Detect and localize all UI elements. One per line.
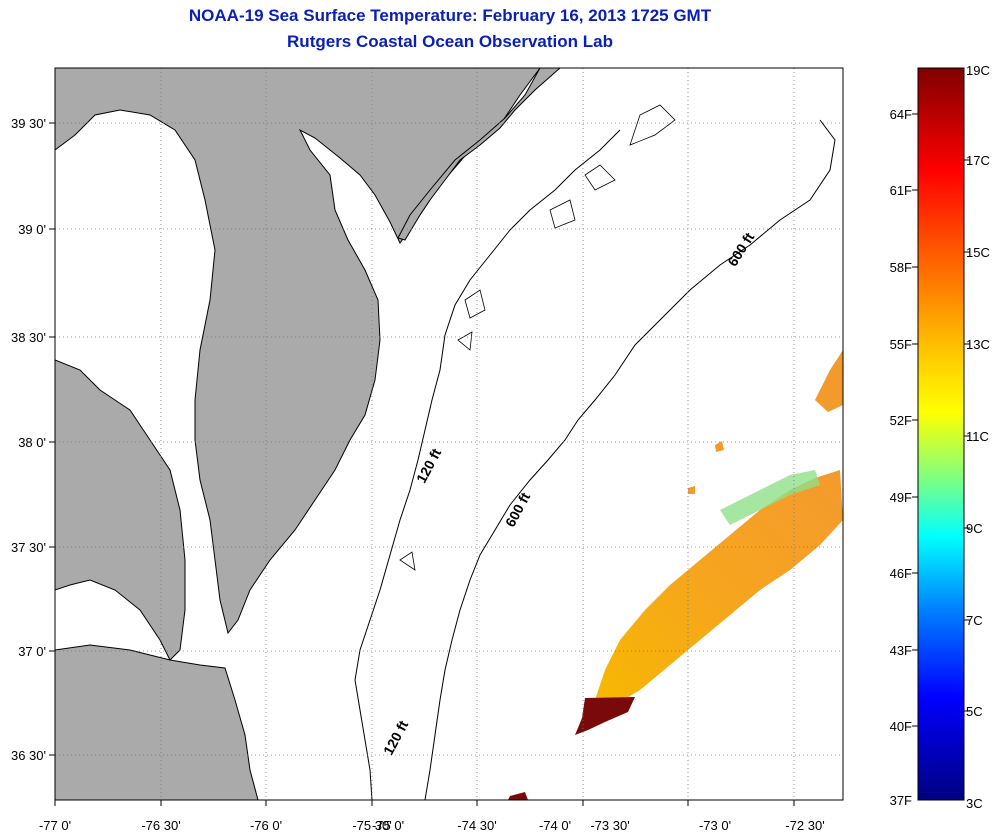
colorbar-f-label: 37F xyxy=(890,793,912,808)
colorbar-f-label: 64F xyxy=(890,107,912,122)
colorbar-f-label: 43F xyxy=(890,643,912,658)
sst-speck-3 xyxy=(688,486,695,494)
map-subtitle: Rutgers Coastal Ocean Observation Lab xyxy=(287,32,613,51)
colorbar-c-label: 13C xyxy=(966,337,990,352)
map-ticks xyxy=(49,122,795,806)
sst-northeast-patch xyxy=(815,350,843,412)
colorbar-c-label: 17C xyxy=(966,153,990,168)
sst-hot-patch xyxy=(575,697,635,735)
colorbar-f-label: 40F xyxy=(890,719,912,734)
land-new-jersey xyxy=(397,68,561,241)
colorbar-f-label: 55F xyxy=(890,337,912,352)
colorbar-c-label: 7C xyxy=(966,613,983,628)
colorbar-f-label: 46F xyxy=(890,566,912,581)
colorbar-f-label: 52F xyxy=(890,413,912,428)
colorbar-ticks xyxy=(912,113,970,727)
land-virginia xyxy=(55,359,186,661)
lon-label: -73 30' xyxy=(590,818,629,833)
colorbar-c-label: 19C xyxy=(966,63,990,78)
colorbar-c-label: 11C xyxy=(966,429,989,444)
lon-label: -74 30' xyxy=(457,818,496,833)
lat-label: 39 0' xyxy=(18,222,46,237)
lat-label: 36 30' xyxy=(11,748,46,763)
contour-600ft-north xyxy=(424,119,836,800)
lat-label: 39 30' xyxy=(11,116,46,131)
colorbar-f-label: 49F xyxy=(890,490,912,505)
colorbar-f-label: 61F xyxy=(890,183,912,198)
grid xyxy=(55,68,843,800)
map-title: NOAA-19 Sea Surface Temperature: Februar… xyxy=(188,6,712,25)
lat-label: 37 0' xyxy=(18,644,46,659)
land-southern-coast xyxy=(55,644,259,800)
map-frame xyxy=(54,67,844,801)
contour-120ft xyxy=(354,129,621,800)
lon-label: -77 0' xyxy=(39,818,71,833)
lat-label: 37 30' xyxy=(11,540,46,555)
lon-label: -72 30' xyxy=(785,818,824,833)
lon-label: -73 0' xyxy=(699,818,731,833)
lon-label: -74 0' xyxy=(539,818,571,833)
colorbar-f-label: 58F xyxy=(890,260,912,275)
colorbar xyxy=(917,67,965,801)
lat-label: 38 30' xyxy=(11,330,46,345)
sst-speck-2 xyxy=(715,441,724,452)
colorbar-c-label: 9C xyxy=(966,521,983,536)
sst-warm-plume xyxy=(595,470,843,705)
lon-label: -76 0' xyxy=(250,818,282,833)
sst-hot-speck xyxy=(508,792,528,800)
lon-label: -75 30' xyxy=(352,818,391,833)
colorbar-c-label: 5C xyxy=(966,704,983,719)
lat-label: 38 0' xyxy=(18,435,46,450)
lon-label: -75 0' xyxy=(372,818,404,833)
colorbar-c-label: 3C xyxy=(966,796,983,811)
contour-small-features xyxy=(399,104,676,571)
lon-label: -76 30' xyxy=(141,818,180,833)
sst-cool-edge xyxy=(720,470,820,525)
map-area: 600 ft 120 ft 600 ft 120 ft xyxy=(55,68,843,800)
colorbar-c-label: 15C xyxy=(966,245,990,260)
